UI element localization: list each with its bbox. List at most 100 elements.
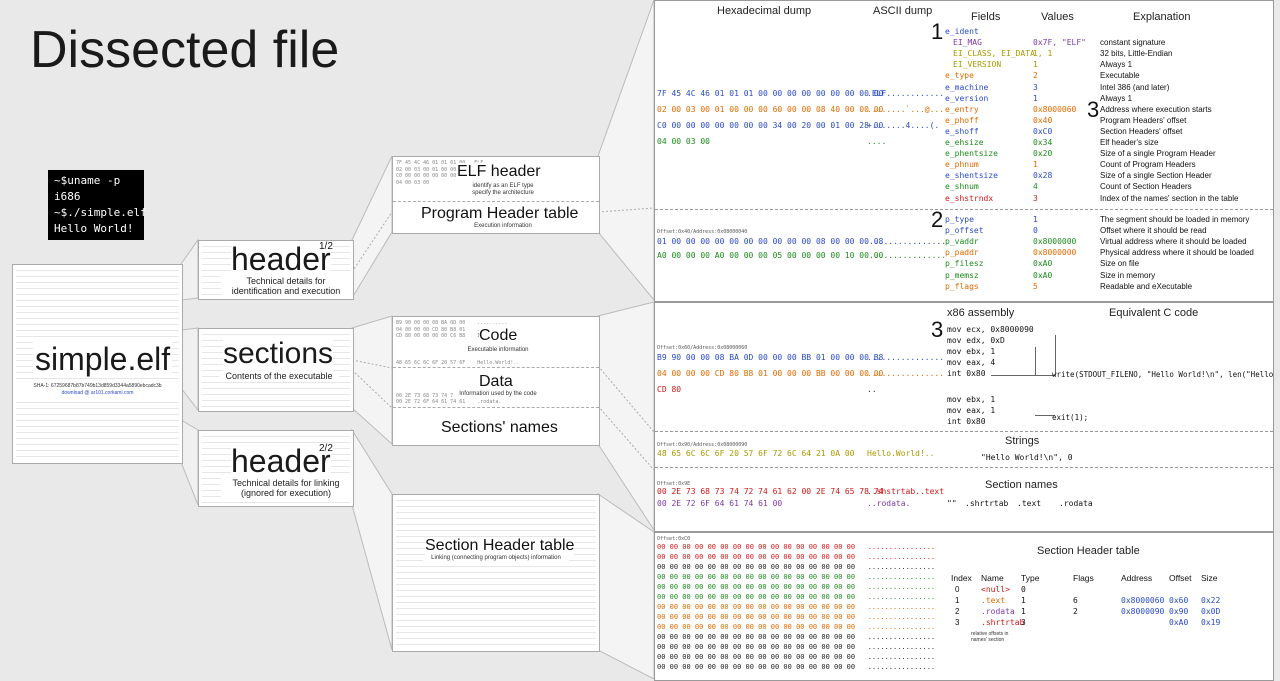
ascii-row: Hello.World!.. — [867, 449, 935, 458]
hex-row: 04 00 03 00 — [657, 137, 710, 146]
program-header-label: Program Header table — [421, 205, 579, 223]
table-cell: 1 — [955, 596, 960, 605]
field-explanation: Program Headers' offset — [1100, 115, 1187, 125]
hex-row: 00 2E 72 6F 64 61 74 61 00 — [657, 499, 783, 508]
hex-row: 00 2E 73 68 73 74 72 74 61 62 00 2E 74 6… — [657, 487, 884, 496]
field-value: 1 — [1033, 60, 1038, 70]
marker-1: 1 — [931, 19, 944, 44]
name-entry: .text — [1017, 499, 1042, 508]
address-label: Offset:0x90/Address:0x08000090 — [657, 442, 748, 448]
hex-row: 01 00 00 00 00 00 00 00 00 00 00 08 00 0… — [657, 237, 884, 246]
asm-line: int 0x80 — [947, 369, 986, 378]
field-explanation: Readable and eXecutable — [1100, 281, 1193, 291]
table-header: Address — [1121, 573, 1153, 583]
asm-line: mov ebx, 1 — [947, 395, 996, 404]
field-name: p_type — [945, 215, 974, 224]
marker-3: 3 — [1087, 97, 1100, 122]
hex-row: CD 80 — [657, 385, 682, 394]
field-value: 0 — [1033, 226, 1038, 236]
table-cell: <null> — [981, 585, 1010, 594]
col-asm: x86 assembly — [947, 307, 1015, 319]
table-cell: 1 — [1021, 596, 1026, 605]
field-explanation: Offset where it should be read — [1100, 226, 1207, 236]
string-value: "Hello World!\n", 0 — [981, 453, 1073, 462]
hex-row: C0 00 00 00 00 00 00 00 34 00 20 00 01 0… — [657, 121, 884, 130]
table-cell: 0x8000090 — [1121, 607, 1165, 616]
hex-row: 02 00 03 00 01 00 00 00 60 00 00 08 40 0… — [657, 105, 884, 114]
table-header: Offset — [1169, 573, 1192, 583]
download-link[interactable]: download @ ar101.corkami.com — [15, 390, 180, 397]
divider — [655, 209, 1273, 210]
header1-label: header — [231, 241, 331, 278]
table-cell: 0x19 — [1201, 618, 1221, 627]
table-header: Size — [1201, 573, 1218, 583]
name-entry: .rodata — [1059, 499, 1093, 508]
ascii-row: ................ — [869, 237, 947, 246]
field-value: 0x8000060 — [1033, 104, 1077, 114]
field-name: p_flags — [945, 281, 979, 291]
hex-row: 00 00 00 00 00 00 00 00 00 00 00 00 00 0… — [657, 653, 936, 661]
sections-desc: Contents of the executable — [219, 371, 339, 381]
marker-2: 2 — [931, 207, 944, 232]
ascii-row: ................ — [869, 251, 947, 260]
header1-card: header 1/2 Technical details for identif… — [198, 240, 354, 300]
table-cell: 0 — [955, 585, 960, 594]
field-name: e_entry — [945, 104, 979, 114]
terminal-line: Hello World! — [54, 222, 134, 235]
ascii-row: +.......4....(. — [867, 121, 940, 130]
ascii-row: .. — [867, 385, 877, 394]
header2-sup: 2/2 — [319, 443, 333, 454]
field-value: 0x40 — [1033, 115, 1053, 125]
names-title: Section names — [985, 479, 1058, 491]
field-name: p_memsz — [945, 270, 979, 280]
col-c: Equivalent C code — [1109, 307, 1199, 319]
table-title: Section Header table — [1037, 545, 1140, 557]
c-exit: exit(1); — [1052, 413, 1089, 422]
table-header: Index — [951, 573, 972, 583]
table-cell: 2 — [1073, 607, 1078, 616]
asm-line: int 0x80 — [947, 417, 986, 426]
hex-row: 00 00 00 00 00 00 00 00 00 00 00 00 00 0… — [657, 583, 936, 591]
field-value: 0xA0 — [1033, 270, 1053, 280]
table-cell: 2 — [955, 607, 960, 616]
field-name: e_type — [945, 71, 974, 81]
asm-line: mov eax, 4 — [947, 358, 996, 367]
elf-header-card: 7F 45 4C 46 01 01 01 00 .ELF..... 02 00 … — [392, 156, 600, 234]
section-header-desc: Linking (connecting program objects) inf… — [423, 555, 569, 562]
sections-card: sections Contents of the executable — [198, 328, 354, 412]
divider — [393, 367, 599, 368]
field-name: e_shentsize — [945, 171, 998, 181]
field-value: 0x28 — [1033, 171, 1053, 181]
field-value: 1 — [1033, 160, 1038, 170]
field-value: 4 — [1033, 182, 1038, 192]
field-value: 0x20 — [1033, 149, 1053, 159]
header2-card: header 2/2 Technical details for linking… — [198, 430, 354, 507]
table-cell: 3 — [955, 618, 960, 627]
col-explanation: Explanation — [1133, 11, 1191, 23]
sections-label: sections — [223, 337, 334, 371]
field-name: p_vaddr — [945, 237, 979, 247]
table-header: Type — [1021, 573, 1040, 583]
divider — [393, 201, 599, 202]
name-entry: .shrtrtab — [965, 499, 1009, 508]
c-write: write(STDOUT_FILENO, "Hello World!\n", l… — [1052, 370, 1274, 379]
field-explanation: The segment should be loaded in memory — [1100, 215, 1250, 224]
connector-line — [1035, 415, 1055, 416]
code-label: Code — [479, 327, 518, 345]
hex-row: A0 00 00 00 A0 00 00 00 05 00 00 00 00 1… — [657, 251, 884, 260]
field-value: 2 — [1033, 71, 1038, 81]
hex-row: 00 00 00 00 00 00 00 00 00 00 00 00 00 0… — [657, 613, 936, 621]
connector-line — [991, 375, 1055, 376]
field-value: 3 — [1033, 82, 1038, 92]
hex-row: 48 65 6C 6C 6F 20 57 6F 72 6C 64 21 0A 0… — [657, 449, 855, 458]
ascii-row: ................ — [867, 353, 945, 362]
hex-row: 00 00 00 00 00 00 00 00 00 00 00 00 00 0… — [657, 573, 936, 581]
header1-sup: 1/2 — [319, 241, 333, 252]
ascii-row: ..shstrtab..text — [867, 487, 945, 496]
table-cell: .text — [981, 596, 1006, 605]
field-explanation: Always 1 — [1100, 60, 1133, 70]
field-explanation: Size in memory — [1100, 270, 1156, 280]
field-name: e_ehsize — [945, 138, 984, 147]
field-explanation: Count of Program Headers — [1100, 160, 1196, 170]
field-explanation: constant signature — [1100, 38, 1166, 48]
